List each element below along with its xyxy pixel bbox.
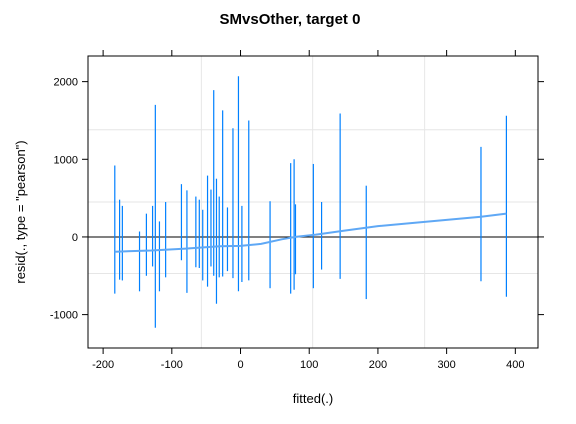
x-tick-label: 0 [237,359,243,371]
y-axis-label: resid(., type = "pearson") [13,140,28,283]
y-tick-label: 0 [72,232,78,244]
x-tick-label: -100 [161,359,183,371]
y-tick-label: -1000 [50,310,78,322]
y-tick-label: 1000 [54,154,78,166]
x-axis-label: fitted(.) [293,391,333,406]
x-tick-label: 300 [437,359,455,371]
chart-title: SMvsOther, target 0 [220,11,361,28]
x-tick-label: -200 [92,359,114,371]
y-tick-label: 2000 [54,77,78,89]
x-axis-ticks: -200 -100 0 100 200 300 400 [92,50,525,371]
y-axis-ticks: -1000 0 1000 2000 [50,77,544,322]
residual-spikes [114,76,507,328]
x-tick-label: 100 [300,359,318,371]
x-tick-label: 200 [369,359,387,371]
smooth-line [114,212,507,253]
plot-frame [87,55,539,349]
x-tick-label: 400 [506,359,524,371]
